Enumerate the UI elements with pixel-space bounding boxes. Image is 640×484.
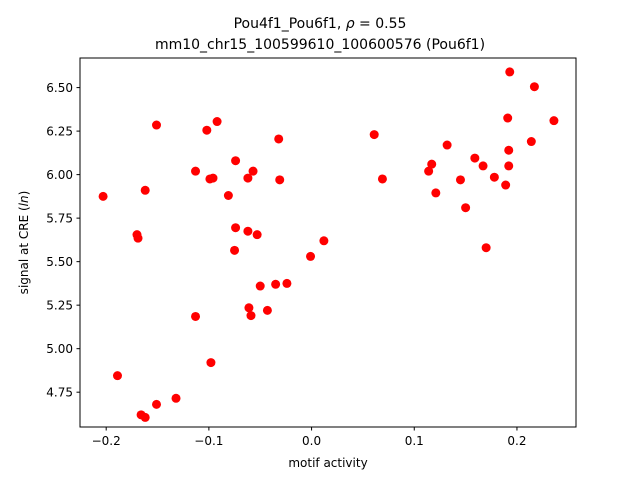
data-point-40 xyxy=(442,140,452,150)
data-point-42 xyxy=(461,203,471,213)
data-point-11 xyxy=(191,311,201,321)
data-point-35 xyxy=(369,130,379,140)
x-tick-label-0: −0.2 xyxy=(92,434,121,448)
data-point-0 xyxy=(98,191,108,201)
data-point-47 xyxy=(501,180,511,190)
data-point-25 xyxy=(248,166,258,176)
data-point-10 xyxy=(191,166,201,176)
data-point-30 xyxy=(274,134,284,144)
data-point-18 xyxy=(231,156,241,166)
data-point-50 xyxy=(504,161,514,171)
data-point-7 xyxy=(152,120,162,130)
data-point-38 xyxy=(427,159,437,169)
y-tick-label-5: 6.00 xyxy=(46,168,73,182)
data-point-52 xyxy=(526,137,536,147)
x-axis-ticks: −0.2 −0.1 0.0 0.1 0.2 xyxy=(92,427,526,448)
data-point-9 xyxy=(171,393,181,403)
y-label-prefix: signal at CRE ( xyxy=(17,206,31,294)
title-rho-symbol: ρ xyxy=(346,16,355,32)
data-point-8 xyxy=(152,399,162,409)
x-axis-label: motif activity xyxy=(288,456,367,470)
data-point-33 xyxy=(306,251,316,261)
data-point-1 xyxy=(112,371,122,381)
data-point-26 xyxy=(252,230,262,240)
y-tick-label-2: 5.25 xyxy=(46,299,73,313)
y-tick-label-3: 5.50 xyxy=(46,255,73,269)
y-axis-label: signal at CRE (ln) xyxy=(17,191,31,295)
data-point-39 xyxy=(431,188,441,198)
x-tick-label-2: 0.0 xyxy=(302,434,321,448)
data-point-41 xyxy=(455,175,465,185)
data-point-15 xyxy=(208,173,218,183)
data-point-17 xyxy=(223,191,233,200)
data-point-34 xyxy=(319,236,329,246)
data-point-19 xyxy=(231,223,241,233)
data-point-28 xyxy=(262,305,272,315)
chart-title-line1: Pou4f1_Pou6f1, ρ = 0.55 xyxy=(234,16,407,32)
data-point-24 xyxy=(246,311,256,321)
y-tick-label-0: 4.75 xyxy=(46,386,73,400)
data-point-32 xyxy=(282,278,292,288)
title-rho-value: = 0.55 xyxy=(355,16,407,32)
data-point-53 xyxy=(529,82,539,92)
data-point-14 xyxy=(206,358,216,368)
data-point-46 xyxy=(489,172,499,182)
x-tick-label-1: −0.1 xyxy=(194,434,223,448)
data-point-45 xyxy=(481,243,491,253)
data-point-43 xyxy=(470,153,480,163)
y-tick-label-4: 5.75 xyxy=(46,212,73,226)
data-point-29 xyxy=(271,279,281,289)
x-tick-label-3: 0.1 xyxy=(405,434,424,448)
y-label-italic: ln xyxy=(17,195,31,206)
plot-frame xyxy=(79,57,577,428)
data-point-5 xyxy=(140,185,150,195)
data-point-37 xyxy=(424,166,434,176)
x-tick-label-4: 0.2 xyxy=(507,434,526,448)
data-point-36 xyxy=(377,174,387,184)
y-label-suffix: ) xyxy=(17,191,31,196)
data-point-22 xyxy=(243,226,253,236)
data-point-16 xyxy=(212,117,222,127)
data-point-12 xyxy=(202,125,212,135)
data-point-31 xyxy=(275,175,285,185)
y-tick-label-7: 6.50 xyxy=(46,81,73,95)
data-point-20 xyxy=(230,245,240,255)
chart-title-line2: mm10_chr15_100599610_100600576 (Pou6f1) xyxy=(155,37,485,53)
data-points xyxy=(98,67,559,422)
data-point-3 xyxy=(133,233,143,243)
data-point-21 xyxy=(243,173,253,183)
title-prefix: Pou4f1_Pou6f1, xyxy=(234,16,346,32)
y-tick-label-1: 5.00 xyxy=(46,342,73,356)
data-point-49 xyxy=(504,145,514,155)
data-point-54 xyxy=(549,116,559,126)
data-point-51 xyxy=(505,67,515,77)
data-point-48 xyxy=(503,113,513,123)
data-point-23 xyxy=(244,303,254,313)
data-point-44 xyxy=(478,161,488,171)
data-point-27 xyxy=(255,281,265,291)
y-tick-label-6: 6.25 xyxy=(46,125,73,139)
y-axis-ticks: 4.75 5.00 5.25 5.50 5.75 6.00 6.25 6.50 xyxy=(46,81,80,400)
data-point-6 xyxy=(140,412,150,422)
